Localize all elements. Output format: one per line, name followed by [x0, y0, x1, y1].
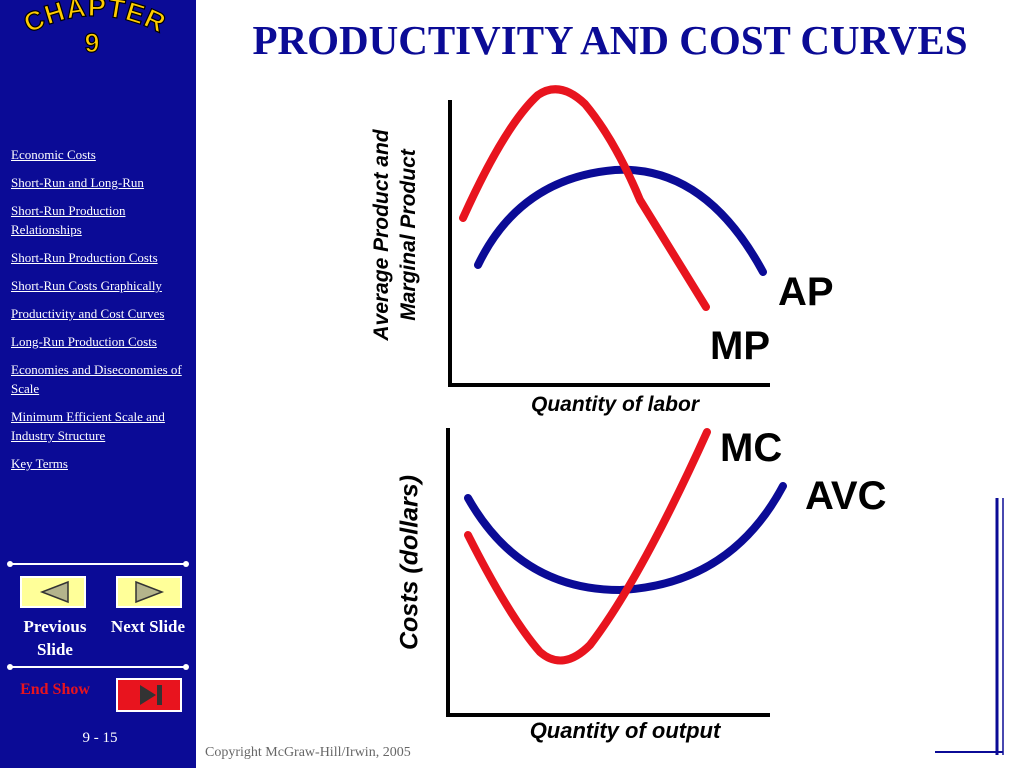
ap-curve	[474, 165, 767, 276]
top-y-axis-label: Average Product and Marginal Product	[368, 55, 422, 415]
slide-number: 9 - 15	[82, 730, 118, 746]
copyright: Copyright McGraw-Hill/Irwin, 2005	[205, 745, 411, 760]
mp-label: MP	[710, 324, 770, 368]
end-show-label[interactable]: End Show	[20, 681, 90, 698]
bottom-y-axis-label: Costs (dollars)	[395, 474, 424, 651]
nav-link[interactable]: Short-Run Production Costs	[11, 250, 158, 265]
triangle-left-icon	[39, 580, 69, 604]
nav-link[interactable]: Minimum Efficient Scale and Industry Str…	[11, 409, 165, 443]
bottom-x-axis-label: Quantity of output	[529, 718, 721, 743]
top-axes	[448, 100, 770, 387]
previous-slide-button[interactable]	[20, 576, 86, 608]
mc-curve	[464, 428, 711, 665]
nav-link[interactable]: Short-Run Costs Graphically	[11, 278, 162, 293]
nav-link[interactable]: Economic Costs	[11, 147, 96, 162]
nav-link[interactable]: Key Terms	[11, 456, 68, 471]
chapter-navigation: Economic Costs Short-Run and Long-Run Shor…	[11, 145, 193, 482]
top-x-axis-label: Quantity of labor	[531, 393, 699, 416]
nav-link[interactable]: Productivity and Cost Curves	[11, 306, 165, 321]
nav-link[interactable]: Short-Run Production Relationships	[11, 203, 126, 237]
ap-label: AP	[778, 270, 834, 314]
top-y-axis-label-line1: Average Product and	[370, 129, 393, 341]
page-title: PRODUCTIVITY AND COST CURVES	[252, 17, 968, 63]
next-slide-button[interactable]	[116, 576, 182, 608]
mc-label: MC	[720, 426, 783, 470]
next-slide-label[interactable]: Next Slide	[110, 617, 186, 636]
avc-label: AVC	[805, 474, 887, 518]
mp-curve	[459, 85, 710, 311]
nav-link[interactable]: Long-Run Production Costs	[11, 334, 157, 349]
avc-curve	[464, 482, 787, 595]
sidebar: CHAPTER 9 Economic Costs Short-Run and Lo…	[0, 0, 196, 768]
divider-top	[7, 561, 189, 567]
divider-bottom	[7, 664, 189, 670]
triangle-right-icon	[135, 580, 165, 604]
previous-slide-label[interactable]: Previous Slide	[23, 617, 87, 659]
end-show-button[interactable]	[116, 678, 182, 712]
nav-link[interactable]: Economies and Diseconomies of Scale	[11, 362, 182, 396]
top-y-axis-label-line2: Marginal Product	[397, 149, 420, 321]
chapter-badge: CHAPTER 9	[19, 0, 171, 59]
bottom-axes	[446, 428, 770, 717]
nav-link[interactable]: Short-Run and Long-Run	[11, 175, 144, 190]
chapter-number: 9	[84, 28, 99, 58]
skip-end-icon	[140, 685, 162, 705]
